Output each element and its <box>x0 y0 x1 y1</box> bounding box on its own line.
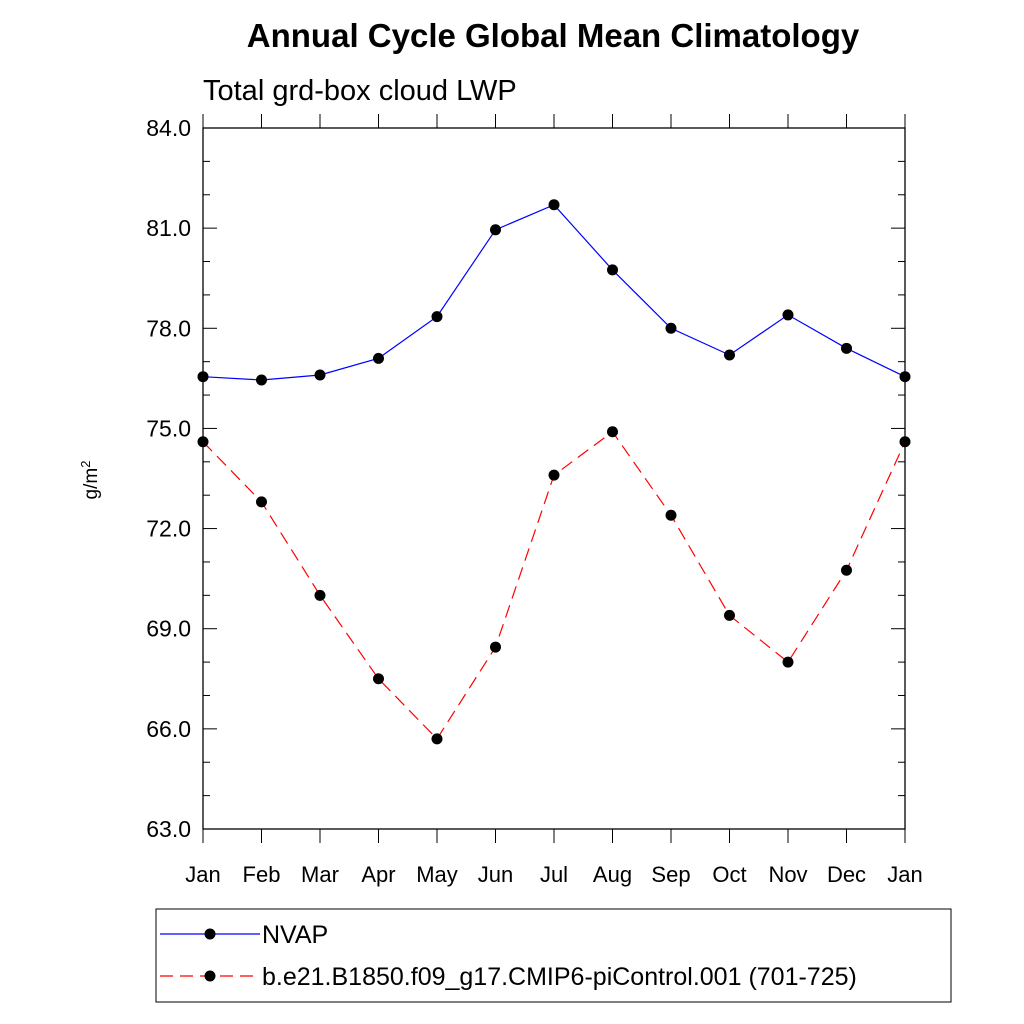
x-tick-label: Oct <box>712 862 746 887</box>
y-tick-label: 72.0 <box>146 516 191 542</box>
series-2-point <box>841 564 852 576</box>
chart-title: Annual Cycle Global Mean Climatology <box>247 17 860 54</box>
x-tick-label: Jan <box>887 862 922 887</box>
series-2-point <box>782 656 794 668</box>
series-2-point <box>607 426 618 438</box>
series-1-point <box>607 264 618 276</box>
series-2-point <box>431 733 443 745</box>
x-tick-label: Jan <box>185 862 220 887</box>
x-tick-label: May <box>416 862 458 887</box>
series-markers <box>197 199 911 745</box>
series-2-point <box>490 641 501 653</box>
x-tick-label: Mar <box>301 862 339 887</box>
y-axis-label: g/m2 <box>78 461 102 500</box>
series-2-point <box>314 589 326 601</box>
legend: NVAP b.e21.B1850.f09_g17.CMIP6-piControl.… <box>155 908 952 1003</box>
legend-label-2: b.e21.B1850.f09_g17.CMIP6-piControl.001 … <box>262 963 857 991</box>
x-tick-label: Aug <box>593 862 632 887</box>
series-1-point <box>665 322 677 334</box>
series-1-point <box>782 309 794 321</box>
x-tick-label: Feb <box>243 862 281 887</box>
series-1-point <box>841 342 852 354</box>
x-tick-label: Dec <box>827 862 866 887</box>
y-tick-labels: 63.0 66.0 69.0 72.0 75.0 78.0 81.0 84.0 <box>146 115 191 842</box>
series-1-point <box>256 374 267 386</box>
x-tick-label: Jul <box>540 862 568 887</box>
legend-label-1: NVAP <box>262 921 328 949</box>
axis-ticks <box>202 114 906 843</box>
x-tick-label: Nov <box>768 862 807 887</box>
series-2-point <box>548 469 560 481</box>
series-1-point <box>490 224 501 236</box>
legend-marker-1 <box>204 928 216 940</box>
y-tick-label: 69.0 <box>146 616 191 642</box>
y-tick-label: 84.0 <box>146 115 191 141</box>
x-tick-label: Sep <box>651 862 690 887</box>
series-2-point <box>256 496 267 508</box>
x-tick-label: Apr <box>361 862 395 887</box>
y-axis-label-superscript: 2 <box>78 461 93 468</box>
legend-box <box>155 908 952 1003</box>
y-tick-label: 75.0 <box>146 415 191 441</box>
series-1-point <box>724 349 735 361</box>
series-1-point <box>431 311 443 323</box>
series-2-point <box>197 436 209 448</box>
legend-marker-2 <box>204 970 216 982</box>
series-1-point <box>899 371 911 383</box>
x-tick-label: Jun <box>478 862 513 887</box>
chart-subtitle: Total grd-box cloud LWP <box>203 75 517 107</box>
series-2-point <box>899 436 911 448</box>
series-1-point <box>548 199 560 211</box>
series-1-point <box>373 352 384 364</box>
series-1-point <box>197 371 209 383</box>
y-tick-label: 63.0 <box>146 816 191 842</box>
y-tick-label: 81.0 <box>146 215 191 241</box>
series-2-point <box>724 609 735 621</box>
series-2-point <box>373 673 384 685</box>
x-tick-labels: Jan Feb Mar Apr May Jun Jul Aug Sep Oct Nov Dec Jan <box>185 862 922 887</box>
y-axis-label-base: g/m <box>81 468 102 500</box>
y-tick-label: 66.0 <box>146 716 191 742</box>
y-tick-label: 78.0 <box>146 315 191 341</box>
series-1-point <box>314 369 326 381</box>
series-2-point <box>665 509 677 521</box>
